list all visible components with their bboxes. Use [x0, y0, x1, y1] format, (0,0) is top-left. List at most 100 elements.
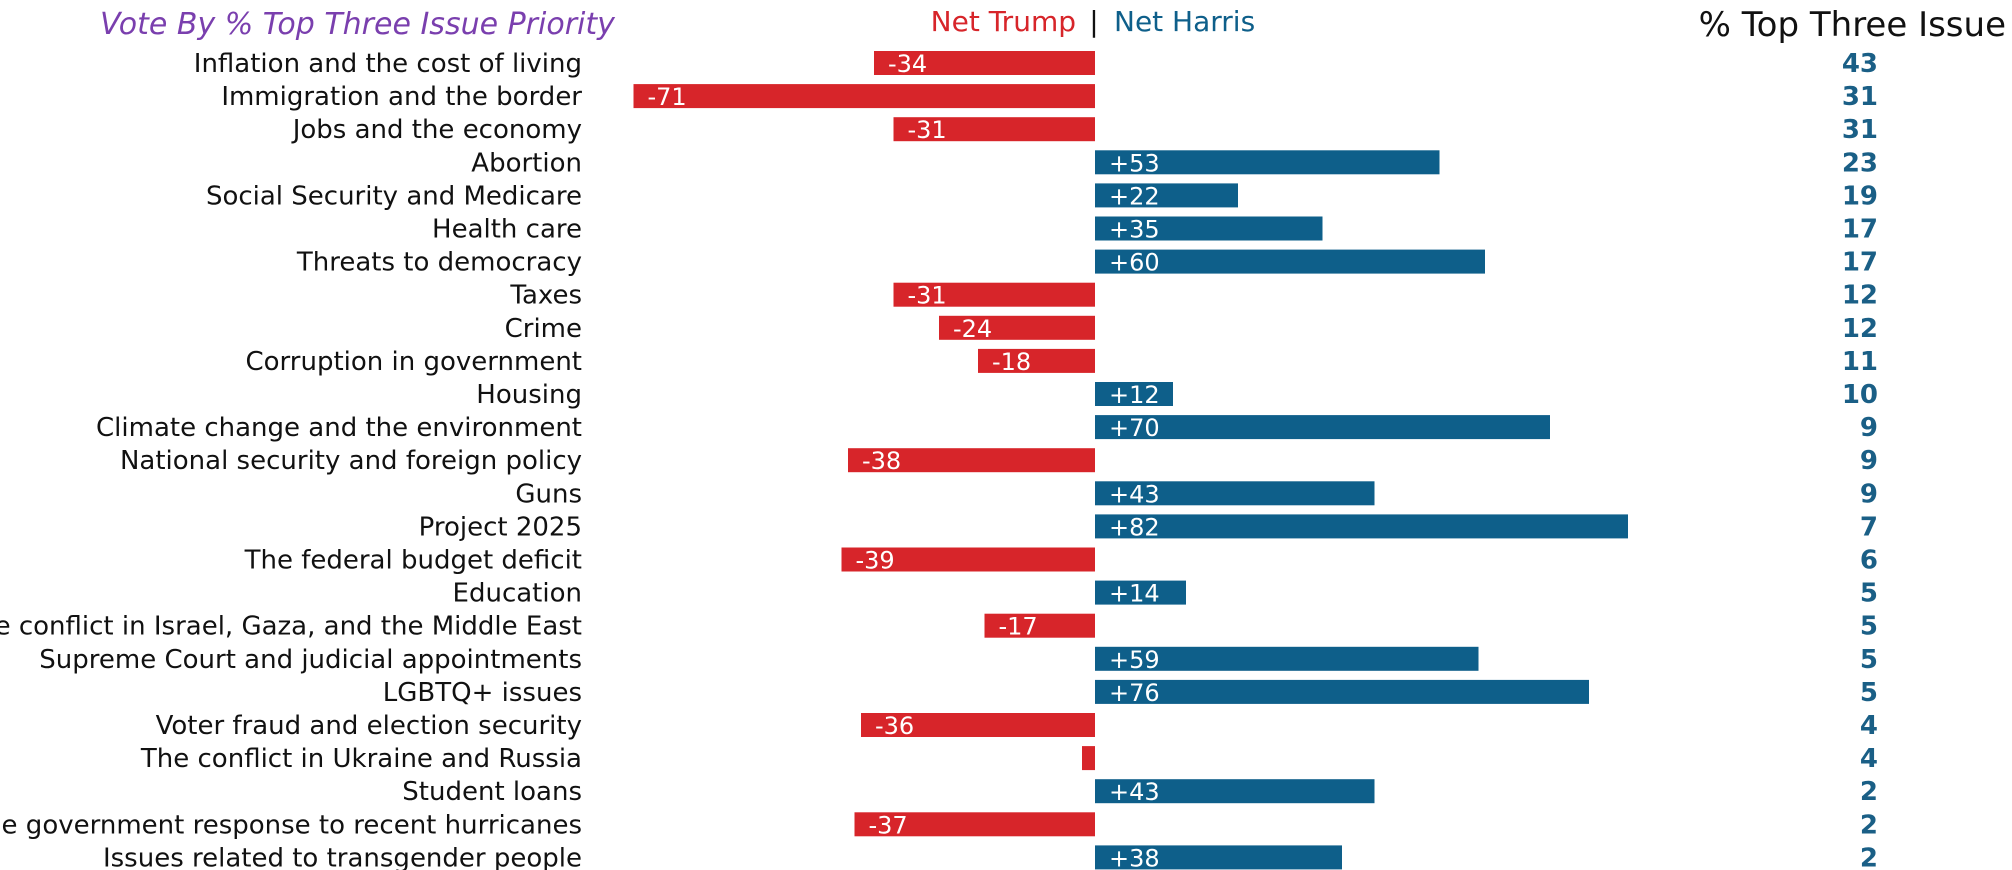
bar [633, 84, 1095, 109]
right-column-header: % Top Three Issue [1699, 5, 2006, 45]
bar [854, 812, 1095, 837]
bar [841, 547, 1095, 572]
bar-value-label: -31 [908, 282, 947, 310]
pct-top-three-value: 5 [1860, 678, 1878, 708]
bar-value-label: +35 [1109, 216, 1160, 244]
bar [984, 613, 1095, 638]
bar-value-label: +43 [1109, 778, 1160, 806]
legend-separator: | [1089, 5, 1098, 38]
pct-top-three-value: 5 [1860, 645, 1878, 675]
category-label: Corruption in government [245, 347, 582, 377]
bar [1095, 382, 1173, 406]
pct-top-three-value: 43 [1842, 49, 1878, 79]
bar-value-label: -38 [862, 447, 901, 475]
bar-value-label: -18 [992, 348, 1031, 376]
category-label: The government response to recent hurric… [0, 810, 582, 840]
bar-value-label: -24 [953, 315, 992, 343]
category-label: The federal budget deficit [244, 546, 582, 576]
category-label: Issues related to transgender people [103, 843, 582, 870]
pct-top-three-value: 10 [1842, 380, 1878, 410]
bar [874, 51, 1095, 75]
bar-value-label: +12 [1109, 381, 1160, 409]
pct-top-three-value: 2 [1860, 810, 1878, 840]
pct-top-three-value: 31 [1842, 82, 1878, 112]
category-label: Taxes [509, 281, 582, 311]
category-label: Voter fraud and election security [156, 711, 582, 741]
bar-value-label: +43 [1109, 480, 1160, 508]
legend-net-harris: Net Harris [1114, 5, 1255, 38]
bar [893, 117, 1095, 142]
pct-top-three-value: 2 [1860, 777, 1878, 807]
category-label: Abortion [471, 148, 582, 178]
pct-top-three-value: 6 [1860, 546, 1878, 576]
pct-top-three-value: 2 [1860, 843, 1878, 870]
bar-value-label: -37 [869, 811, 908, 839]
bar-value-label: +22 [1109, 182, 1160, 210]
bar [1095, 249, 1485, 274]
bar [1082, 746, 1095, 771]
category-label: Housing [476, 380, 582, 410]
bar [861, 713, 1095, 737]
pct-top-three-value: 7 [1860, 512, 1878, 542]
pct-top-three-value: 12 [1842, 281, 1878, 311]
pct-top-three-value: 5 [1860, 579, 1878, 609]
category-label: Climate change and the environment [96, 413, 582, 443]
bar [1095, 779, 1375, 804]
bar [1095, 150, 1440, 175]
category-label: Crime [505, 314, 582, 344]
bar [1095, 845, 1342, 870]
pct-top-three-value: 9 [1860, 479, 1878, 509]
bar-value-label: +76 [1109, 679, 1160, 707]
bar-value-label: +59 [1109, 646, 1160, 674]
pct-top-three-value: 11 [1842, 347, 1878, 377]
pct-top-three-value: 5 [1860, 612, 1878, 642]
category-label: Student loans [402, 777, 582, 807]
bar [978, 348, 1095, 373]
bar-value-label: +38 [1109, 844, 1160, 870]
bar-value-label: -34 [888, 50, 927, 78]
category-label: Education [453, 579, 582, 609]
category-label: Supreme Court and judicial appointments [39, 645, 582, 675]
category-label: Guns [515, 479, 582, 509]
bar-value-label: -31 [908, 116, 947, 144]
pct-top-three-value: 31 [1842, 115, 1878, 145]
bar [848, 448, 1095, 473]
category-label: The conflict in Israel, Gaza, and the Mi… [0, 612, 582, 642]
category-label: Immigration and the border [221, 82, 582, 112]
category-label: Social Security and Medicare [206, 181, 582, 211]
bar [1095, 580, 1186, 605]
pct-top-three-value: 17 [1842, 248, 1878, 278]
bar-value-label: +70 [1109, 414, 1160, 442]
pct-top-three-value: 4 [1860, 744, 1878, 774]
pct-top-three-value: 9 [1860, 446, 1878, 476]
bar [1095, 183, 1238, 208]
pct-top-three-value: 17 [1842, 215, 1878, 245]
bar [1095, 415, 1550, 440]
category-label: National security and foreign policy [120, 446, 582, 476]
bar-value-label: +53 [1109, 149, 1160, 177]
bar-value-label: -36 [875, 712, 914, 740]
category-label: Inflation and the cost of living [194, 49, 582, 79]
legend-net-trump: Net Trump [931, 5, 1076, 38]
pct-top-three-value: 19 [1842, 181, 1878, 211]
bar-value-label: -39 [856, 547, 895, 575]
bar-value-label: +14 [1109, 580, 1160, 608]
bar [1095, 481, 1375, 506]
pct-top-three-value: 9 [1860, 413, 1878, 443]
category-label: Health care [432, 215, 582, 245]
pct-top-three-value: 12 [1842, 314, 1878, 344]
category-label: LGBTQ+ issues [383, 678, 582, 708]
pct-top-three-value: 23 [1842, 148, 1878, 178]
category-label: Jobs and the economy [291, 115, 582, 145]
bar-value-label: +60 [1109, 249, 1160, 277]
pct-top-three-value: 4 [1860, 711, 1878, 741]
bar [893, 282, 1095, 307]
category-label: Project 2025 [419, 512, 582, 542]
bar [939, 315, 1095, 340]
bar [1095, 216, 1323, 241]
bar-value-label: -17 [999, 613, 1038, 641]
category-label: Threats to democracy [296, 248, 582, 278]
bar-value-label: -71 [648, 83, 687, 111]
bar [1095, 514, 1628, 539]
